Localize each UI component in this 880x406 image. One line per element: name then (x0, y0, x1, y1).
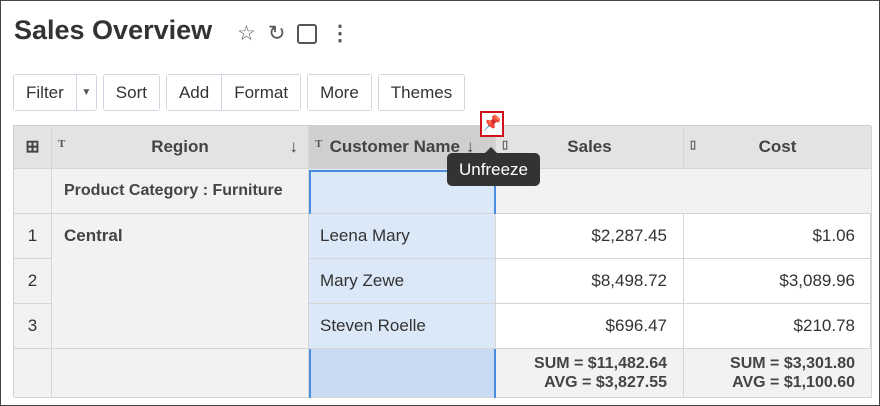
sales-cell[interactable]: $8,498.72 (496, 259, 684, 304)
sort-arrow-icon[interactable]: ↓ (289, 137, 299, 156)
save-icon[interactable] (297, 24, 318, 44)
cost-summary: SUM = $3,301.80 AVG = $1,100.60 (684, 349, 872, 398)
sort-button[interactable]: Sort (103, 75, 159, 110)
summary-customer-cell (309, 349, 496, 398)
customer-cell[interactable]: Steven Roelle (309, 304, 496, 349)
customer-cell[interactable]: Mary Zewe (309, 259, 496, 304)
filter-dropdown-icon[interactable]: ▼ (75, 75, 96, 110)
group-row-fill (496, 169, 872, 214)
cost-cell[interactable]: $3,089.96 (684, 259, 872, 304)
text-type-icon: T (315, 138, 323, 150)
add-button[interactable]: Add (166, 75, 222, 110)
page-title: Sales Overview (14, 15, 213, 45)
unfreeze-tooltip: Unfreeze (447, 147, 540, 186)
pivot-table: ⊞ T Region ↓ T Customer Name ↓ ▯ Sales ▯ Cost … (13, 125, 872, 398)
column-settings-icon[interactable]: ⊞ (14, 126, 52, 169)
number-type-icon: ▯ (690, 139, 697, 151)
more-button[interactable]: More (308, 75, 371, 110)
sort-arrow-icon[interactable]: ↓ (465, 137, 475, 156)
more-vertical-icon[interactable]: ⋮ (329, 22, 351, 45)
themes-button[interactable]: Themes (378, 75, 465, 110)
group-label: Product Category : Furniture (52, 169, 309, 214)
text-type-icon: T (58, 138, 66, 150)
row-number: 1 (14, 214, 52, 259)
filter-button[interactable]: Filter (14, 75, 76, 110)
column-header-region[interactable]: T Region ↓ (52, 126, 309, 169)
sales-summary: SUM = $11,482.64 AVG = $3,827.55 (496, 349, 684, 398)
cost-cell[interactable]: $210.78 (684, 304, 872, 349)
row-number: 3 (14, 304, 52, 349)
column-header-cost[interactable]: ▯ Cost (684, 126, 872, 169)
sales-cell[interactable]: $696.47 (496, 304, 684, 349)
row-number-cell (14, 169, 52, 214)
customer-cell[interactable]: Leena Mary (309, 214, 496, 259)
sales-cell[interactable]: $2,287.45 (496, 214, 684, 259)
refresh-icon[interactable]: ↻ (267, 22, 286, 45)
star-icon[interactable]: ☆ (237, 22, 256, 45)
summary-region-cell (52, 349, 309, 398)
unfreeze-pin-icon[interactable]: 📌 (480, 111, 504, 137)
region-cell[interactable]: Central (52, 214, 309, 349)
number-type-icon: ▯ (502, 139, 509, 151)
cost-cell[interactable]: $1.06 (684, 214, 872, 259)
row-number: 2 (14, 259, 52, 304)
column-header-customer-name[interactable]: T Customer Name ↓ (309, 126, 496, 169)
format-button[interactable]: Format (221, 75, 301, 110)
row-number-cell (14, 349, 52, 398)
